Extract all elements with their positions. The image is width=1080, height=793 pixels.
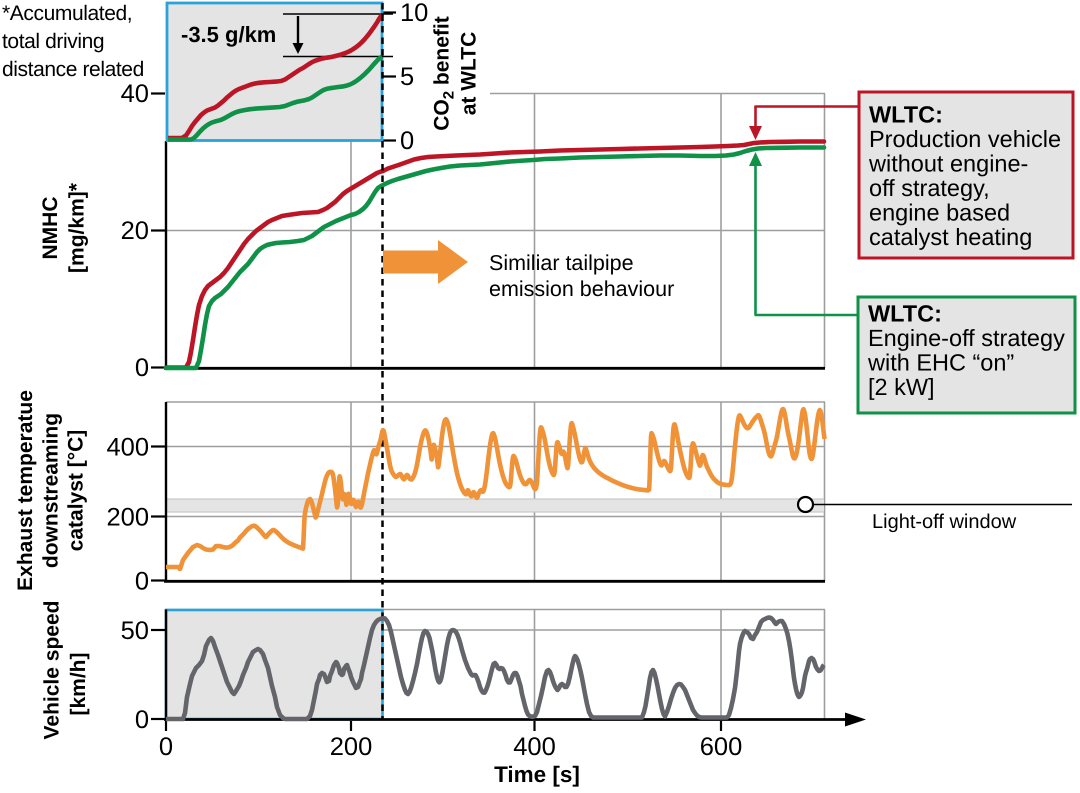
svg-text:600: 600 xyxy=(700,733,743,761)
svg-text:engine based: engine based xyxy=(869,200,1010,226)
svg-text:downstreaming: downstreaming xyxy=(40,413,63,568)
svg-text:0: 0 xyxy=(135,354,149,382)
svg-text:total driving: total driving xyxy=(2,30,104,53)
svg-text:NMHC: NMHC xyxy=(39,197,62,260)
svg-text:emission behaviour: emission behaviour xyxy=(489,277,674,301)
svg-text:Engine-off strategy: Engine-off strategy xyxy=(868,325,1065,351)
svg-text:50: 50 xyxy=(121,617,149,645)
svg-text:20: 20 xyxy=(121,217,149,245)
svg-text:200: 200 xyxy=(106,504,149,532)
svg-text:with EHC “on”: with EHC “on” xyxy=(867,350,1014,376)
svg-text:catalyst [°C]: catalyst [°C] xyxy=(65,430,88,552)
svg-text:0: 0 xyxy=(135,706,149,734)
svg-text:*Accumulated,: *Accumulated, xyxy=(2,2,132,25)
svg-text:0: 0 xyxy=(159,733,173,761)
svg-text:40: 40 xyxy=(121,80,149,108)
svg-text:0: 0 xyxy=(400,127,414,155)
svg-text:Similiar tailpipe: Similiar tailpipe xyxy=(489,251,634,275)
svg-text:10: 10 xyxy=(400,0,428,27)
svg-text:Production vehicle: Production vehicle xyxy=(869,126,1061,152)
svg-text:-3.5 g/km: -3.5 g/km xyxy=(181,22,276,47)
svg-text:off strategy,: off strategy, xyxy=(869,175,990,201)
svg-text:Vehicle speed: Vehicle speed xyxy=(41,601,64,740)
svg-text:distance related: distance related xyxy=(2,58,144,81)
svg-text:0: 0 xyxy=(135,568,149,596)
svg-text:Time [s]: Time [s] xyxy=(494,762,580,787)
svg-text:5: 5 xyxy=(400,63,414,91)
svg-text:[2 kW]: [2 kW] xyxy=(868,374,935,400)
svg-text:at WLTC: at WLTC xyxy=(458,32,481,116)
svg-text:400: 400 xyxy=(106,434,149,462)
svg-text:200: 200 xyxy=(330,733,373,761)
svg-text:[km/h]: [km/h] xyxy=(67,653,90,716)
svg-text:without engine-: without engine- xyxy=(868,151,1028,177)
svg-text:CO2 benefit: CO2 benefit xyxy=(431,16,458,131)
svg-text:Exhaust temperatue: Exhaust temperatue xyxy=(14,390,37,591)
svg-text:WLTC:: WLTC: xyxy=(869,102,943,128)
svg-text:[mg/km]*: [mg/km]* xyxy=(66,182,89,273)
svg-text:WLTC:: WLTC: xyxy=(868,301,942,327)
svg-text:Light-off window: Light-off window xyxy=(872,511,1017,533)
svg-text:catalyst heating: catalyst heating xyxy=(869,224,1032,250)
svg-text:400: 400 xyxy=(513,733,556,761)
